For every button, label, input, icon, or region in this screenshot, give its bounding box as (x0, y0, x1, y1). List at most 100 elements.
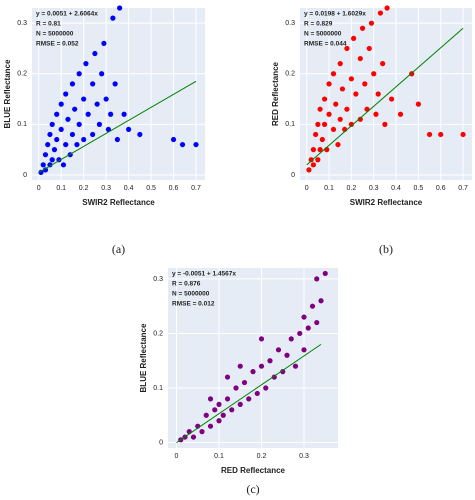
point (330, 71, 337, 77)
x-tick-label: 0.6 (436, 185, 446, 192)
point (284, 352, 290, 358)
point (344, 45, 350, 52)
point (212, 407, 218, 413)
panel: 0 0.1 0.2 0.3 0.4 0.5 0.6 0.7 0 0.1 0.2 0.3 y = 0.01… (271, 5, 472, 256)
point (321, 121, 328, 127)
point (305, 325, 311, 331)
point (357, 116, 363, 122)
point (330, 126, 337, 133)
x-tick-label: 0.1 (324, 185, 334, 192)
point (301, 314, 307, 320)
point (49, 157, 55, 163)
point (371, 71, 377, 77)
y-tick-label: 0.2 (285, 71, 295, 78)
y-tick-label: 0.2 (17, 71, 27, 78)
y-tick-label: 0.3 (153, 276, 163, 283)
point (63, 141, 69, 148)
point (45, 141, 51, 148)
annotation: RMSE = 0.012 (172, 301, 215, 308)
point (96, 121, 103, 127)
point (90, 131, 96, 138)
point (315, 121, 321, 127)
point (326, 81, 332, 87)
x-tick-label: 0.1 (214, 453, 224, 460)
point (275, 347, 282, 353)
point (309, 303, 316, 309)
y-tick-label: 0.1 (285, 121, 295, 128)
point (90, 81, 96, 87)
point (49, 121, 55, 127)
point (246, 396, 252, 402)
point (301, 347, 307, 353)
annotation: N = 5000000 (36, 31, 74, 38)
point (207, 396, 214, 402)
point (126, 126, 132, 133)
point (384, 5, 390, 11)
annotation: N = 5000000 (304, 31, 342, 38)
point (317, 106, 323, 112)
point (199, 429, 205, 435)
annotation: RMSE = 0.052 (36, 41, 79, 48)
x-tick-label: 0.5 (146, 185, 156, 192)
x-tick-label: 0.7 (191, 185, 201, 192)
point (280, 369, 286, 375)
x-tick-label: 0.2 (257, 453, 267, 460)
point (229, 407, 235, 413)
point (112, 81, 118, 87)
point (377, 10, 384, 16)
point (38, 169, 44, 176)
point (348, 121, 354, 127)
fit-line (176, 343, 322, 443)
point (438, 131, 444, 138)
point (326, 111, 332, 117)
point (85, 111, 91, 117)
x-tick-label: 0.3 (299, 453, 309, 460)
point (81, 96, 87, 102)
annotation: y = 0.0051 + 2.6064x (36, 11, 98, 18)
y-tick-label: 0.1 (153, 385, 163, 392)
point (137, 131, 143, 138)
point (110, 15, 116, 21)
y-tick-label: 0 (159, 439, 163, 446)
x-tick-label: 0 (175, 453, 179, 460)
x-tick-label: 0.6 (169, 185, 179, 192)
point (318, 298, 324, 304)
annotation: y = 0.0198 + 1.6029x (304, 11, 366, 18)
point (241, 379, 248, 386)
point (322, 270, 328, 277)
point (292, 363, 299, 369)
point (254, 390, 260, 397)
y-axis-label: RED Reflectance (271, 61, 280, 126)
caption: (a) (112, 242, 125, 256)
annotation: y = -0.0051 + 1.4567x (172, 271, 236, 278)
caption: (c) (246, 482, 259, 496)
point (114, 136, 120, 143)
point (76, 121, 82, 127)
point (179, 141, 186, 148)
x-tick-label: 0.5 (414, 185, 424, 192)
annotation: R = 0.81 (36, 21, 61, 28)
point (121, 111, 127, 117)
point (69, 81, 76, 87)
x-tick-label: 0.4 (124, 185, 134, 192)
point (233, 385, 239, 391)
caption: (b) (379, 242, 393, 256)
annotation: R = 0.829 (304, 21, 333, 28)
point (310, 147, 317, 153)
point (99, 71, 105, 77)
point (237, 401, 243, 407)
point (207, 423, 214, 429)
point (362, 81, 368, 87)
point (60, 162, 67, 168)
point (460, 131, 466, 138)
point (58, 101, 64, 107)
point (366, 45, 372, 52)
panel: 0 0.1 0.2 0.3 0.4 0.5 0.6 0.7 0 0.1 0.2 0.3 y = 0.00… (3, 5, 205, 256)
point (101, 40, 107, 47)
y-axis-label: BLUE Reflectance (139, 323, 148, 392)
annotation: N = 5000000 (172, 291, 210, 298)
point (344, 106, 350, 112)
point (308, 157, 314, 163)
point (170, 136, 177, 143)
x-tick-label: 0.4 (391, 185, 401, 192)
